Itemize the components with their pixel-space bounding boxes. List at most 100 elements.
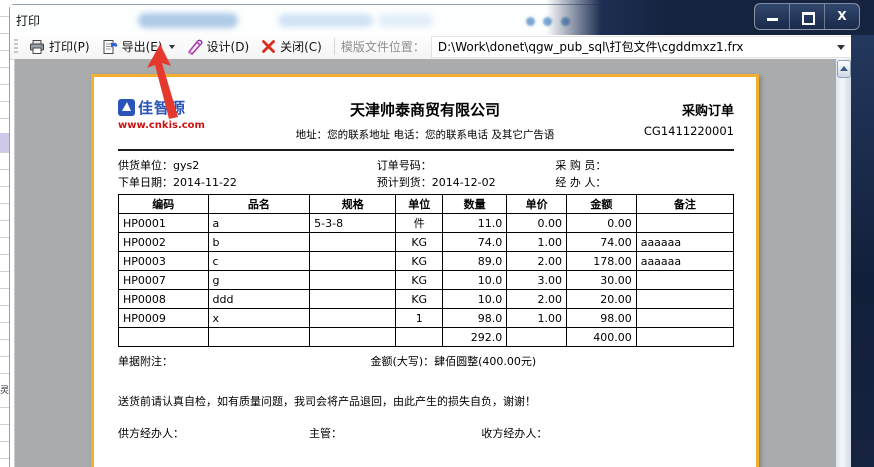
table-cell: 10.0 (441, 289, 508, 309)
table-cell: 5-3-8 (309, 213, 397, 233)
table-cell: ddd (207, 289, 311, 309)
order-date-value: 2014-11-22 (173, 176, 237, 189)
design-button-label: 设计(D) (206, 40, 250, 54)
table-cell: KG (395, 270, 443, 290)
order-table: 编码 品名 规格 单位 数量 单价 金额 备注 HP0001 a 5-3-8 件 11.0 0.00 0.… (118, 194, 735, 347)
table-cell: a (207, 213, 311, 233)
buyer-field: 采 购 员： (555, 159, 607, 172)
sign-receiver-label: 收方经办人： (481, 427, 548, 440)
company-logo: 佳智源 www.cnkis.com (118, 97, 228, 142)
table-cell: 1 (395, 308, 443, 328)
redacted-blur (378, 14, 433, 27)
table-cell: HP0003 (118, 251, 209, 271)
template-path-value: D:\Work\donet\qgw_pub_sql\打包文件\cgddmxz1.… (437, 40, 744, 54)
document-number: CG1411220001 (643, 124, 734, 138)
combobox-dropdown-icon[interactable] (837, 44, 845, 50)
design-button[interactable]: 设计(D) (181, 36, 256, 57)
export-button[interactable]: 导出(E) (96, 36, 181, 57)
table-cell: HP0007 (118, 270, 209, 290)
table-header-cell: 单位 (395, 194, 443, 214)
maximize-button[interactable] (790, 4, 825, 29)
table-cell: aaaaaa (635, 232, 735, 252)
window-close-button[interactable]: X (825, 4, 859, 29)
table-cell: 178.00 (566, 251, 637, 271)
preview-scrollbar[interactable] (836, 59, 852, 467)
table-header-cell: 数量 (441, 194, 508, 214)
supplier-field: 供货单位：gys2 (118, 159, 200, 172)
table-row: HP0002 b KG 74.0 1.00 74.00 aaaaaa (118, 232, 735, 252)
document-type: 采购订单 (681, 104, 734, 119)
table-cell: aaaaaa (635, 251, 735, 271)
table-row: HP0007 g KG 10.0 3.00 30.00 (118, 270, 735, 290)
table-row: HP0009 x 1 98.0 1.00 98.00 (118, 308, 735, 328)
table-cell: x (207, 308, 311, 328)
table-cell (506, 327, 567, 347)
minimize-button[interactable] (755, 4, 790, 29)
table-cell (309, 308, 397, 328)
table-cell (118, 327, 209, 347)
table-cell: 74.00 (566, 232, 637, 252)
sign-supplier-label: 供方经办人： (118, 427, 184, 440)
order-date-field: 下单日期：2014-11-22 (118, 176, 237, 189)
table-cell: b (207, 232, 311, 252)
background-row-highlight (0, 133, 9, 152)
preview-area: 佳智源 www.cnkis.com 天津帅泰商贸有限公司 地址：您的联系地址 电… (14, 59, 836, 467)
table-cell: 2.00 (506, 251, 567, 271)
table-cell: 0.00 (506, 213, 567, 233)
table-total-row: 292.0 400.00 (118, 327, 735, 347)
print-button-label: 打印(P) (48, 40, 90, 54)
table-cell (309, 289, 397, 309)
table-cell: HP0001 (118, 213, 209, 233)
scroll-up-button[interactable] (837, 60, 851, 78)
delivery-notice: 送货前请认真自检，如有质量问题，我司会将产品退回，由此产生的损失自负，谢谢！ (118, 395, 536, 408)
table-header-cell: 编码 (118, 194, 209, 214)
dialog-title: 打印 (16, 14, 41, 28)
logo-url-text: www.cnkis.com (118, 120, 205, 131)
toolbar-grip[interactable] (14, 38, 18, 55)
handler-field: 经 办 人： (555, 176, 607, 189)
export-button-label: 导出(E) (121, 40, 163, 54)
table-cell: 3.00 (506, 270, 567, 290)
window-titlebar-right: X (546, 0, 874, 35)
close-button[interactable]: 关闭(C) (255, 36, 328, 57)
design-brush-icon (187, 39, 203, 55)
table-cell: 30.00 (566, 270, 637, 290)
amount-in-words: 金额(大写)：肆佰圆整(400.00元) (370, 355, 537, 368)
supplier-value: gys2 (173, 159, 200, 172)
table-cell: HP0008 (118, 289, 209, 309)
template-path-combobox[interactable]: D:\Work\donet\qgw_pub_sql\打包文件\cgddmxz1.… (430, 35, 852, 58)
export-dropdown-icon[interactable] (168, 44, 175, 49)
template-path-label: 模版文件位置： (340, 40, 425, 54)
table-cell: 292.0 (441, 327, 508, 347)
table-header-cell: 金额 (566, 194, 637, 214)
redacted-dot (526, 17, 535, 26)
table-header-cell: 规格 (309, 194, 397, 214)
printer-icon (29, 39, 44, 54)
order-table-head-row: 编码 品名 规格 单位 数量 单价 金额 备注 (118, 194, 735, 214)
triangle-up-icon (840, 66, 848, 71)
table-cell: 89.0 (441, 251, 508, 271)
order-table-body: HP0001 a 5-3-8 件 11.0 0.00 0.00 HP0002 b KG 74.0 1.… (118, 213, 735, 347)
window-frame-right (851, 0, 874, 467)
table-cell (309, 327, 397, 347)
table-cell: 20.00 (566, 289, 637, 309)
header-divider (118, 149, 734, 151)
table-cell: 0.00 (566, 213, 637, 233)
table-cell: 11.0 (441, 213, 508, 233)
table-cell: g (207, 270, 311, 290)
order-no-field: 订单号码： (376, 159, 432, 172)
sign-manager-label: 主管： (308, 427, 342, 440)
background-window: 灵 (0, 0, 9, 467)
table-cell: 件 (395, 213, 443, 233)
print-button[interactable]: 打印(P) (23, 36, 96, 57)
table-cell: HP0009 (118, 308, 209, 328)
maximize-icon (802, 12, 815, 25)
print-dialog: 打印 打印(P) (9, 4, 852, 467)
logo-sailboat-icon (118, 99, 135, 116)
table-cell: 1.00 (506, 308, 567, 328)
table-cell: HP0002 (118, 232, 209, 252)
company-name: 天津帅泰商贸有限公司 (349, 101, 500, 119)
table-cell: 10.0 (441, 270, 508, 290)
toolbar-separator (333, 38, 335, 55)
note-label: 单据附注： (118, 355, 173, 368)
